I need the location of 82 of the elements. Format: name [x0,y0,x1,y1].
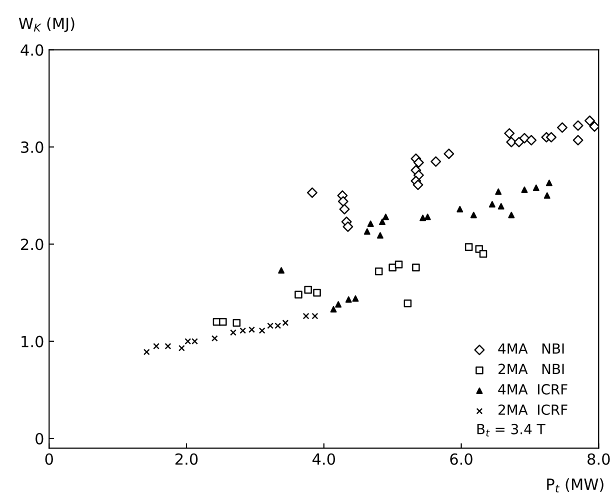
point [420,214,426,222]
legend-label: 4MA NBI [498,343,564,354]
point [143,348,150,356]
point [424,214,431,220]
point [345,296,352,303]
point [479,250,488,258]
legend-label: 4MA ICRF [498,384,568,395]
y-tick-label: 3.0 [21,141,44,153]
point [232,318,241,327]
point [342,221,354,232]
point [374,267,383,276]
point [352,295,359,302]
point [532,184,540,192]
point [178,344,185,352]
point [335,301,342,308]
legend-label: 2MA NBI [498,364,564,374]
point [339,204,350,214]
point [211,335,218,342]
x-tick-label: 8.0 [588,453,610,465]
x-tick-label: 6.0 [450,453,472,465]
point [546,132,556,142]
point [312,312,318,320]
point [219,318,227,326]
point [456,206,464,212]
point [278,267,285,274]
point [557,122,568,133]
point [304,286,312,294]
point [572,120,584,131]
point [521,186,528,193]
point [444,148,454,160]
x-tick-label: 2.0 [175,453,198,465]
point [412,264,420,272]
point [430,156,442,167]
point [498,203,504,210]
legend-label: 2MA ICRF [498,404,568,415]
point [248,326,255,333]
point [495,188,502,195]
point [294,290,302,299]
point [338,196,348,207]
point [464,243,473,251]
point [412,180,424,190]
x-tick-label: 4.0 [312,453,336,465]
point [394,260,403,268]
point [388,264,396,272]
point [230,329,236,336]
x-axis-title: P$_{t}$ (MW) [547,478,604,492]
point [519,132,530,144]
point [508,212,515,218]
y-axis-title: W$_{K}$ (MJ) [18,17,74,32]
annotation: B$_{t}$ = 3.4 T [477,424,546,436]
point [282,320,289,326]
point [367,220,374,227]
point [470,212,477,218]
x-tick-label: 0 [45,453,53,465]
point [526,134,537,146]
y-tick-label: 2.0 [21,238,44,250]
point [153,342,160,350]
point [413,157,424,168]
point [506,136,517,148]
point [488,201,496,208]
point [376,232,384,239]
point [302,312,310,320]
point [306,187,318,198]
y-tick-label: 4.0 [20,44,44,56]
point [313,288,321,297]
point [164,342,172,350]
point [584,116,595,126]
point [514,136,524,148]
point [572,134,584,146]
point [379,218,386,226]
point [240,327,246,334]
point [364,228,370,235]
point [330,306,337,312]
point [382,214,389,220]
y-tick-label: 0 [36,432,44,445]
y-tick-label: 1.0 [22,336,44,348]
point [589,121,599,132]
point [546,180,552,186]
point [258,327,266,334]
point [404,300,412,308]
point [504,128,515,139]
point [544,192,550,199]
